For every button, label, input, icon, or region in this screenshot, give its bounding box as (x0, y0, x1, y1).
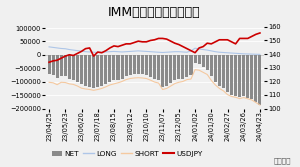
Bar (169, 55, 172, 83)
Bar (206, 55, 209, 70)
Bar (145, 55, 148, 75)
Bar (76, 55, 79, 82)
Bar (210, 55, 213, 76)
Bar (149, 55, 152, 77)
Bar (230, 55, 233, 95)
Bar (100, 55, 103, 86)
Bar (250, 55, 254, 99)
Bar (238, 55, 241, 97)
Bar (108, 55, 111, 82)
Legend: NET, LONG, SHORT, USDJPY: NET, LONG, SHORT, USDJPY (49, 148, 205, 160)
Bar (161, 55, 164, 87)
Bar (47, 55, 51, 74)
Bar (96, 55, 99, 87)
Bar (157, 55, 160, 80)
Bar (185, 55, 188, 77)
Bar (214, 55, 217, 82)
Bar (190, 55, 193, 75)
Bar (92, 55, 95, 88)
Bar (80, 55, 83, 84)
Bar (254, 55, 257, 102)
Bar (84, 55, 87, 86)
Bar (56, 55, 59, 78)
Bar (165, 55, 168, 86)
Bar (246, 55, 249, 98)
Bar (52, 55, 55, 75)
Bar (133, 55, 136, 74)
Bar (104, 55, 107, 84)
Bar (68, 55, 71, 78)
Bar (202, 55, 205, 67)
Bar (137, 55, 140, 74)
Bar (234, 55, 237, 96)
Bar (226, 55, 229, 93)
Bar (72, 55, 75, 80)
Bar (60, 55, 63, 76)
Bar (182, 55, 184, 78)
Bar (64, 55, 67, 76)
Title: IMMポジション　〈円〉: IMMポジション 〈円〉 (108, 6, 201, 19)
Bar (177, 55, 180, 79)
Bar (153, 55, 156, 79)
Bar (198, 55, 201, 64)
Bar (222, 55, 225, 89)
Bar (258, 55, 262, 105)
Bar (242, 55, 245, 97)
Bar (194, 55, 196, 63)
Bar (173, 55, 176, 80)
Bar (218, 55, 221, 86)
Bar (141, 55, 144, 74)
Bar (129, 55, 132, 75)
Bar (116, 55, 119, 80)
Bar (124, 55, 128, 76)
Text: （週足）: （週足） (274, 158, 291, 164)
Bar (121, 55, 124, 78)
Bar (112, 55, 116, 80)
Bar (88, 55, 91, 87)
